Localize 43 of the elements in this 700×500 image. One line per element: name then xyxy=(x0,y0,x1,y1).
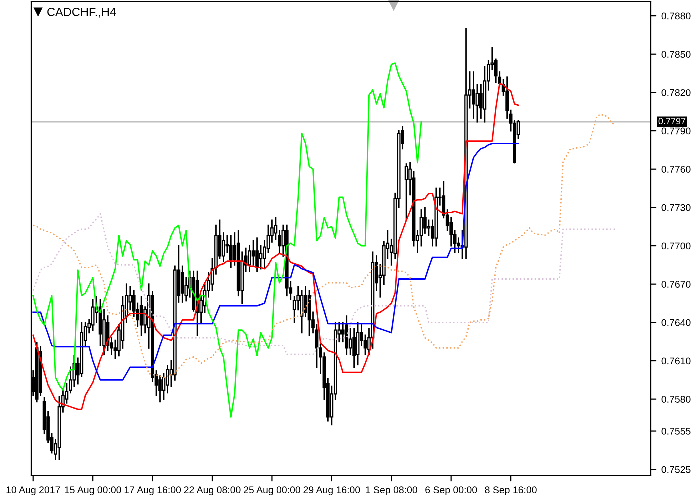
y-tick-label: 0.7730 xyxy=(662,204,691,212)
candlestick xyxy=(304,286,308,317)
candlestick xyxy=(345,316,349,356)
y-tick-label: 0.7760 xyxy=(662,166,691,173)
candlestick xyxy=(348,328,352,356)
candlestick xyxy=(140,296,144,336)
candlestick xyxy=(480,84,483,119)
candlestick xyxy=(424,207,427,234)
y-tick-label: 0.7880 xyxy=(662,12,691,20)
candlestick xyxy=(356,322,360,366)
y-tick-label: 0.7670 xyxy=(662,281,691,288)
y-tick-label: 0.7850 xyxy=(662,51,691,58)
x-tick-label: 6 Sep 00:00 xyxy=(426,486,478,496)
x-tick-label: 1 Sep 08:00 xyxy=(366,486,418,496)
x-tick-label: 10 Aug 2017 xyxy=(6,486,60,496)
candlestick xyxy=(404,164,408,222)
y-tick-label: 0.7580 xyxy=(662,396,691,403)
chart-title: CADCHF.,H4 xyxy=(48,8,116,18)
line-series xyxy=(32,213,616,356)
y-tick-label: 0.7820 xyxy=(662,89,691,96)
y-tick-label: 0.7700 xyxy=(662,242,691,250)
line-series xyxy=(32,62,422,418)
candlestick xyxy=(472,72,476,119)
candlestick xyxy=(222,232,226,262)
x-tick-label: 29 Aug 16:00 xyxy=(304,486,360,496)
y-tick-label: 0.7555 xyxy=(662,428,691,435)
ref-line-label: 0.7797 xyxy=(658,118,686,125)
candlestick xyxy=(91,298,95,332)
x-tick-label: 17 Aug 16:00 xyxy=(124,486,182,496)
line-series xyxy=(32,143,520,381)
candlestick xyxy=(252,240,256,266)
x-tick-label: 22 Aug 08:00 xyxy=(184,486,241,496)
x-tick-label: 25 Aug 00:00 xyxy=(244,486,300,496)
y-tick-label: 0.7790 xyxy=(662,128,691,135)
candlestick xyxy=(229,235,233,268)
candlestick xyxy=(256,238,259,272)
candlestick xyxy=(180,266,184,303)
y-tick-label: 0.7610 xyxy=(662,358,691,365)
x-tick-label: 8 Sep 16:00 xyxy=(485,486,537,496)
candlestick xyxy=(259,245,263,270)
x-tick-label: 15 Aug 00:00 xyxy=(65,486,122,496)
y-tick-label: 0.7640 xyxy=(662,319,691,326)
y-tick-label: 0.7525 xyxy=(662,466,691,474)
